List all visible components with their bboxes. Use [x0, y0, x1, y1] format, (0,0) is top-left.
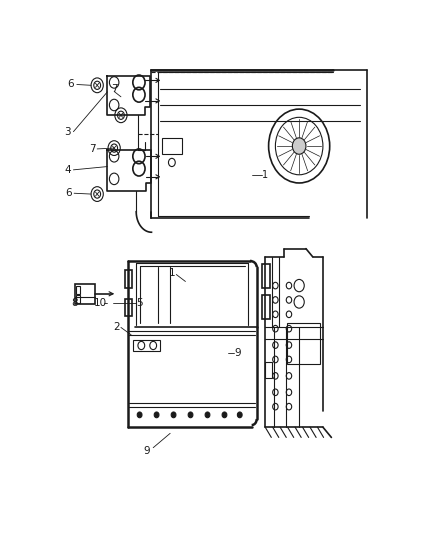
Bar — [287, 322, 320, 364]
Text: 6: 6 — [68, 79, 74, 90]
Circle shape — [137, 412, 142, 418]
Text: 9: 9 — [234, 348, 241, 358]
Bar — [133, 340, 160, 351]
Text: 9: 9 — [144, 446, 150, 456]
Circle shape — [171, 412, 176, 418]
Bar — [125, 270, 132, 288]
Bar — [76, 295, 80, 303]
Text: 2: 2 — [113, 322, 120, 333]
Text: 1: 1 — [262, 170, 268, 180]
Circle shape — [154, 412, 159, 418]
Text: 8: 8 — [71, 298, 78, 308]
Text: 5: 5 — [136, 298, 143, 308]
Circle shape — [222, 412, 227, 418]
Text: 6: 6 — [65, 188, 72, 198]
Bar — [262, 264, 270, 288]
Bar — [76, 286, 80, 294]
Circle shape — [205, 412, 210, 418]
Bar — [162, 138, 182, 154]
Text: 1: 1 — [169, 268, 175, 278]
Circle shape — [188, 412, 193, 418]
Bar — [75, 284, 95, 304]
Text: 3: 3 — [64, 127, 71, 136]
Bar — [262, 295, 270, 319]
Circle shape — [237, 412, 242, 418]
Text: 7: 7 — [111, 84, 117, 94]
Text: 7: 7 — [89, 144, 96, 154]
Bar — [265, 361, 272, 378]
Circle shape — [293, 138, 306, 154]
Bar — [125, 299, 132, 317]
Text: 10: 10 — [94, 298, 107, 308]
Text: 4: 4 — [64, 165, 71, 175]
